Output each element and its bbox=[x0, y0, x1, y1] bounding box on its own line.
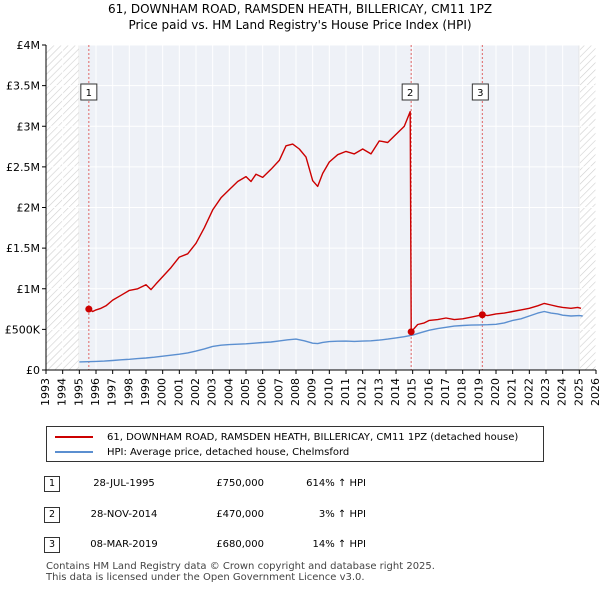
x-tick-label: 2026 bbox=[589, 378, 600, 406]
x-tick-label: 2001 bbox=[172, 378, 185, 406]
price-chart: 1 2 3 £0 £500K £1M £1.5M £2M £2.5M £3M £3.5M £4M 19… bbox=[5, 39, 600, 406]
y-tick-label: £0 bbox=[26, 364, 40, 377]
legend: 61, DOWNHAM ROAD, RAMSDEN HEATH, BILLERI… bbox=[46, 426, 544, 462]
transaction-price: £750,000 bbox=[216, 478, 264, 489]
sale-point bbox=[85, 305, 93, 313]
sale-label-text: 1 bbox=[86, 88, 92, 99]
x-tick-label: 2004 bbox=[222, 378, 235, 406]
x-tick-label: 2021 bbox=[506, 378, 519, 406]
sale-label-box bbox=[471, 83, 489, 101]
legend-label-hpi: HPI: Average price, detached house, Chel… bbox=[107, 446, 350, 458]
x-tick-label: 1998 bbox=[122, 378, 135, 406]
legend-label-property: 61, DOWNHAM ROAD, RAMSDEN HEATH, BILLERI… bbox=[107, 431, 519, 443]
chart-title: 61, DOWNHAM ROAD, RAMSDEN HEATH, BILLERI… bbox=[107, 2, 493, 16]
x-tick-label: 2002 bbox=[189, 378, 202, 406]
x-tick-label: 1994 bbox=[56, 378, 69, 406]
x-tick-label: 2006 bbox=[256, 378, 269, 406]
x-tick-label: 2018 bbox=[456, 378, 469, 406]
transaction-date: 08-MAR-2019 bbox=[90, 539, 158, 550]
x-tick-label: 2025 bbox=[572, 378, 585, 406]
x-tick-label: 2007 bbox=[272, 378, 285, 406]
x-tick-label: 2003 bbox=[206, 378, 219, 406]
x-tick-label: 2005 bbox=[239, 378, 252, 406]
sale-point bbox=[407, 328, 415, 336]
y-tick-label: £2.5M bbox=[6, 161, 40, 174]
x-tick-label: 1995 bbox=[72, 378, 85, 406]
x-tick-label: 2011 bbox=[339, 378, 352, 406]
x-tick-label: 2012 bbox=[356, 378, 369, 406]
x-tick-label: 2010 bbox=[322, 378, 335, 406]
y-tick-label: £3.5M bbox=[6, 80, 40, 93]
transaction-hpi-change: 614% ↑ HPI bbox=[306, 478, 366, 489]
sale-label-text: 3 bbox=[477, 88, 483, 99]
x-tick-label: 1999 bbox=[139, 378, 152, 406]
transaction-number: 3 bbox=[44, 537, 60, 553]
x-tick-label: 2013 bbox=[372, 378, 385, 406]
x-tick-label: 2008 bbox=[289, 378, 302, 406]
legend-swatch-property bbox=[55, 436, 93, 438]
x-tick-label: 2009 bbox=[306, 378, 319, 406]
chart-subtitle: Price paid vs. HM Land Registry's House … bbox=[128, 18, 472, 32]
legend-item-hpi: HPI: Average price, detached house, Chel… bbox=[55, 445, 349, 459]
transaction-number: 2 bbox=[44, 507, 60, 523]
transaction-hpi-change: 3% ↑ HPI bbox=[318, 509, 366, 520]
x-tick-label: 2015 bbox=[406, 378, 419, 406]
x-tick-label: 2024 bbox=[556, 378, 569, 406]
x-tick-label: 2019 bbox=[472, 378, 485, 406]
y-tick-label: £4M bbox=[17, 39, 41, 52]
transaction-date: 28-JUL-1995 bbox=[93, 478, 155, 489]
x-tick-label: 2022 bbox=[522, 378, 535, 406]
transaction-price: £680,000 bbox=[216, 539, 264, 550]
sale-point bbox=[478, 311, 486, 319]
y-tick-label: £2M bbox=[17, 202, 41, 215]
x-tick-label: 1993 bbox=[39, 378, 52, 406]
footer: Contains HM Land Registry data © Crown c… bbox=[46, 561, 435, 583]
y-tick-label: £3M bbox=[17, 120, 41, 133]
x-tick-label: 2014 bbox=[389, 378, 402, 406]
y-tick-label: £500K bbox=[5, 323, 41, 336]
footer-copyright: Contains HM Land Registry data © Crown c… bbox=[46, 561, 435, 572]
sale-label-box bbox=[401, 83, 419, 101]
x-tick-label: 2023 bbox=[539, 378, 552, 406]
sale-label-box bbox=[80, 83, 98, 101]
x-tick-label: 1996 bbox=[89, 378, 102, 406]
x-tick-label: 2016 bbox=[422, 378, 435, 406]
x-tick-label: 1997 bbox=[106, 378, 119, 406]
sale-label-text: 2 bbox=[407, 88, 413, 99]
transaction-price: £470,000 bbox=[216, 509, 264, 520]
y-tick-label: £1.5M bbox=[6, 242, 40, 255]
footer-licence: This data is licensed under the Open Gov… bbox=[46, 572, 365, 583]
legend-item-property: 61, DOWNHAM ROAD, RAMSDEN HEATH, BILLERI… bbox=[55, 430, 518, 444]
x-tick-label: 2000 bbox=[156, 378, 169, 406]
transaction-date: 28-NOV-2014 bbox=[90, 509, 158, 520]
property-series-line bbox=[88, 110, 582, 333]
transaction-number: 1 bbox=[44, 476, 60, 492]
transaction-hpi-change: 14% ↑ HPI bbox=[312, 539, 366, 550]
x-tick-label: 2017 bbox=[439, 378, 452, 406]
x-tick-label: 2020 bbox=[489, 378, 502, 406]
legend-swatch-hpi bbox=[55, 451, 93, 453]
y-tick-label: £1M bbox=[17, 283, 41, 296]
hpi-series-line bbox=[79, 310, 583, 363]
